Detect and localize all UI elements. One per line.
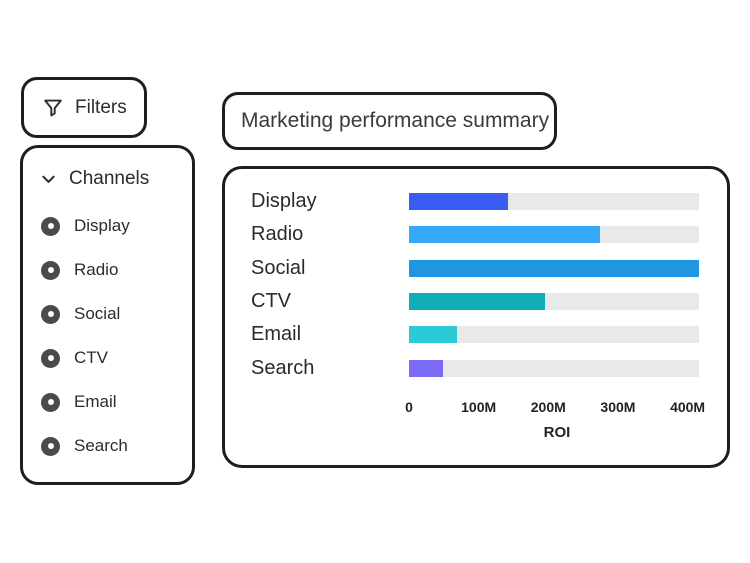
channel-option-label: CTV [74,348,108,367]
chart-row-display: Display [251,185,699,218]
radio-dot [47,443,54,449]
roi-bar-chart-card: Display Radio Social CTV Email Search [222,166,730,468]
radio-selected-icon[interactable] [41,348,60,368]
radio-dot [47,267,54,273]
bar-search [409,359,444,377]
page-title: Marketing performance summary [241,109,550,132]
channel-option-label: Email [74,392,117,411]
funnel-icon [44,99,62,116]
channel-option-label: Display [74,216,130,235]
category-label: Social [251,256,306,279]
category-label: CTV [251,290,291,313]
radio-selected-icon[interactable] [41,304,60,324]
filters-button-label: Filters [75,96,127,118]
channel-option-ctv[interactable]: CTV [23,336,192,380]
x-axis-tick: 100M [461,399,497,415]
bar-track [409,293,699,311]
bar-display [409,193,508,211]
category-label: Display [251,190,317,213]
radio-dot [47,223,54,229]
chevron-down-icon [42,175,55,183]
bar-track [409,326,699,344]
x-axis-tick: 0 [405,399,413,415]
radio-selected-icon[interactable] [41,436,60,456]
bar-radio [409,226,601,244]
filters-button[interactable]: Filters [21,77,147,138]
bar-track [409,259,699,277]
summary-title-card: Marketing performance summary [222,92,557,150]
category-label: Radio [251,223,304,246]
bar-email [409,326,457,344]
channel-items: Display Radio Social CTV Email Search [23,204,192,468]
channel-option-display[interactable]: Display [23,204,192,248]
channels-header[interactable]: Channels [23,164,192,194]
bar-track [409,193,699,211]
channels-panel: Channels Display Radio Social CTV Email [20,145,195,485]
chart-row-search: Search [251,351,699,384]
chart-row-ctv: CTV [251,285,699,318]
chart-rows: Display Radio Social CTV Email Search [251,185,699,385]
x-axis-tick: 400M [670,399,706,415]
chart-row-email: Email [251,318,699,351]
channel-option-social[interactable]: Social [23,292,192,336]
channel-option-label: Radio [74,260,119,279]
bar-track [409,359,699,377]
x-axis-tick: 200M [530,399,566,415]
channels-header-label: Channels [69,168,150,189]
x-axis-title: ROI [543,424,571,441]
channel-option-label: Search [74,436,128,455]
radio-selected-icon[interactable] [41,216,60,236]
channel-option-email[interactable]: Email [23,380,192,424]
radio-selected-icon[interactable] [41,392,60,412]
chart-row-social: Social [251,252,699,285]
channel-option-radio[interactable]: Radio [23,248,192,292]
category-label: Search [251,356,315,379]
x-axis-tick: 300M [600,399,636,415]
category-label: Email [251,323,302,346]
channel-option-label: Social [74,304,121,323]
channel-option-search[interactable]: Search [23,424,192,468]
bar-ctv [409,293,546,311]
radio-dot [47,355,54,361]
x-axis: 0 100M 200M 300M 400M [405,399,706,415]
bar-social [409,259,699,277]
radio-dot [47,311,54,317]
bar-track [409,226,699,244]
radio-selected-icon[interactable] [41,260,60,280]
radio-dot [47,399,54,405]
chart-row-radio: Radio [251,218,699,251]
